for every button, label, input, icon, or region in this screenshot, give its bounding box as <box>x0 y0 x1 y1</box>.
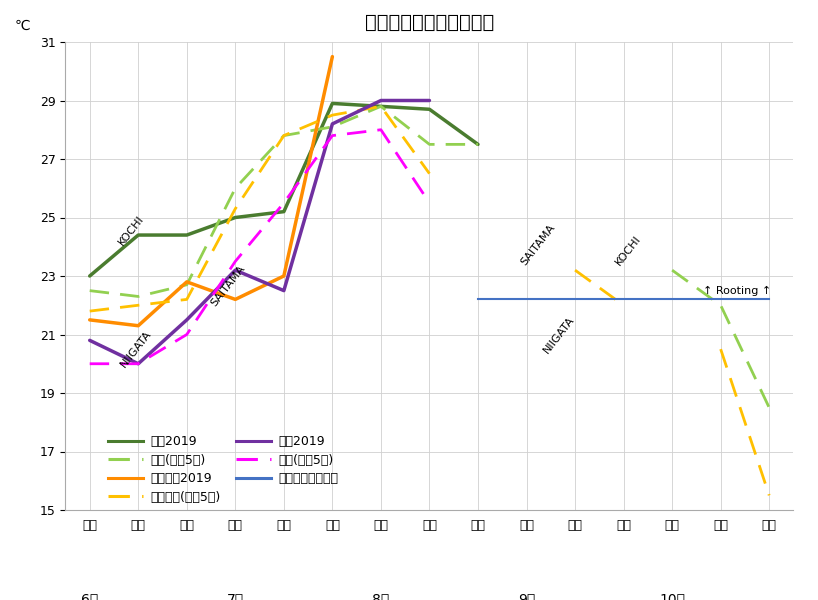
Title: 主産地　平均気温　旬別: 主産地 平均気温 旬別 <box>365 13 494 32</box>
Text: ℃: ℃ <box>15 19 30 32</box>
Text: 10月: 10月 <box>659 592 685 600</box>
Text: KOCHI: KOCHI <box>116 213 146 247</box>
Text: 9月: 9月 <box>518 592 535 600</box>
Text: 7月: 7月 <box>227 592 244 600</box>
Text: SAITAMA: SAITAMA <box>209 263 247 308</box>
Text: NIIGATA: NIIGATA <box>119 329 154 370</box>
Legend: 高知2019, 高知(過去5年), さいたま2019, さいたま(過去5年), 新漁2019, 新漁(過去5年), ルーティング目安: 高知2019, 高知(過去5年), さいたま2019, さいたま(過去5年), … <box>108 435 339 504</box>
Text: NIIGATA: NIIGATA <box>541 314 576 355</box>
Text: SAITAMA: SAITAMA <box>519 223 557 267</box>
Text: 8月: 8月 <box>372 592 389 600</box>
Text: ↑ Rooting ↑: ↑ Rooting ↑ <box>703 286 771 296</box>
Text: 6月: 6月 <box>81 592 98 600</box>
Text: KOCHI: KOCHI <box>614 233 643 267</box>
